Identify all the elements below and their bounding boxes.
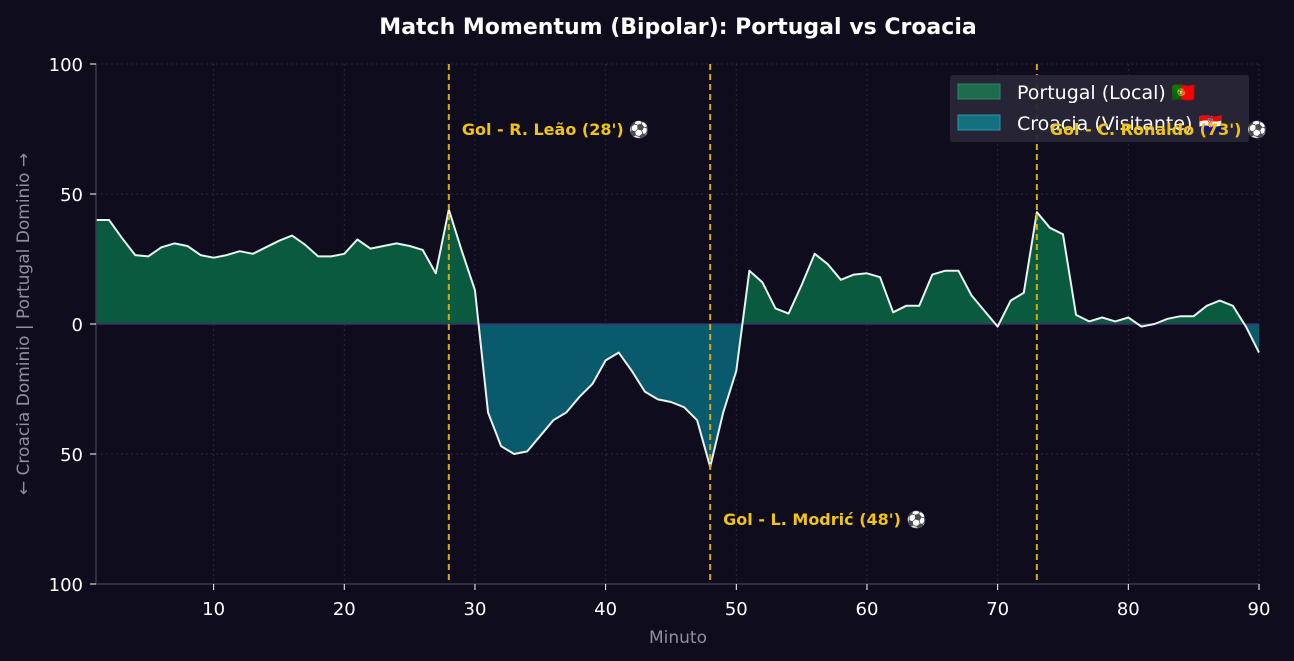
legend-label-croacia: Croacia (Visitante) 🇭🇷 xyxy=(1017,113,1223,135)
y-axis-label: ← Croacia Dominio | Portugal Dominio → xyxy=(14,153,34,495)
momentum-line xyxy=(96,208,1260,468)
legend-swatch-portugal xyxy=(957,83,1001,100)
y-tick-label-3: 50 xyxy=(60,445,83,466)
legend: Portugal (Local) 🇵🇹 Croacia (Visitante) … xyxy=(950,75,1249,142)
goal-annotation-1: Gol - L. Modrić (48') ⚽ xyxy=(723,510,926,529)
y-tick-label-1: 50 xyxy=(60,185,83,206)
x-tick-label-6: 70 xyxy=(986,599,1009,620)
x-tick-label-1: 20 xyxy=(333,599,356,620)
x-tick-label-3: 40 xyxy=(594,599,617,620)
x-tick-label-7: 80 xyxy=(1117,599,1140,620)
y-tick-label-0: 100 xyxy=(49,55,83,76)
x-axis-label: Minuto xyxy=(649,628,707,648)
momentum-areas xyxy=(96,208,1260,468)
x-tick-label-0: 10 xyxy=(202,599,225,620)
portugal-dominance-area xyxy=(96,209,1259,324)
goal-annotations: Gol - R. Leão (28') ⚽ Gol - L. Modrić (48… xyxy=(462,120,1267,529)
croacia-dominance-area xyxy=(96,324,1259,467)
goal-annotation-2: Gol - C. Ronaldo (73') ⚽ xyxy=(1050,120,1267,139)
y-tick-label-4: 100 xyxy=(49,575,83,596)
x-tick-label-4: 50 xyxy=(725,599,748,620)
x-tick-label-8: 90 xyxy=(1248,599,1271,620)
goal-markers xyxy=(447,64,1038,584)
legend-box xyxy=(950,75,1249,142)
goal-annotation-0: Gol - R. Leão (28') ⚽ xyxy=(462,120,649,139)
axes: 10 20 30 40 50 60 70 80 90 100 50 0 50 100 xyxy=(49,55,1271,620)
legend-label-portugal: Portugal (Local) 🇵🇹 xyxy=(1017,82,1196,104)
chart-title: Match Momentum (Bipolar): Portugal vs Cr… xyxy=(379,15,976,40)
x-tick-label-5: 60 xyxy=(856,599,879,620)
legend-swatch-croacia xyxy=(957,114,1001,131)
y-tick-label-2: 0 xyxy=(72,315,83,336)
x-tick-label-2: 30 xyxy=(464,599,487,620)
